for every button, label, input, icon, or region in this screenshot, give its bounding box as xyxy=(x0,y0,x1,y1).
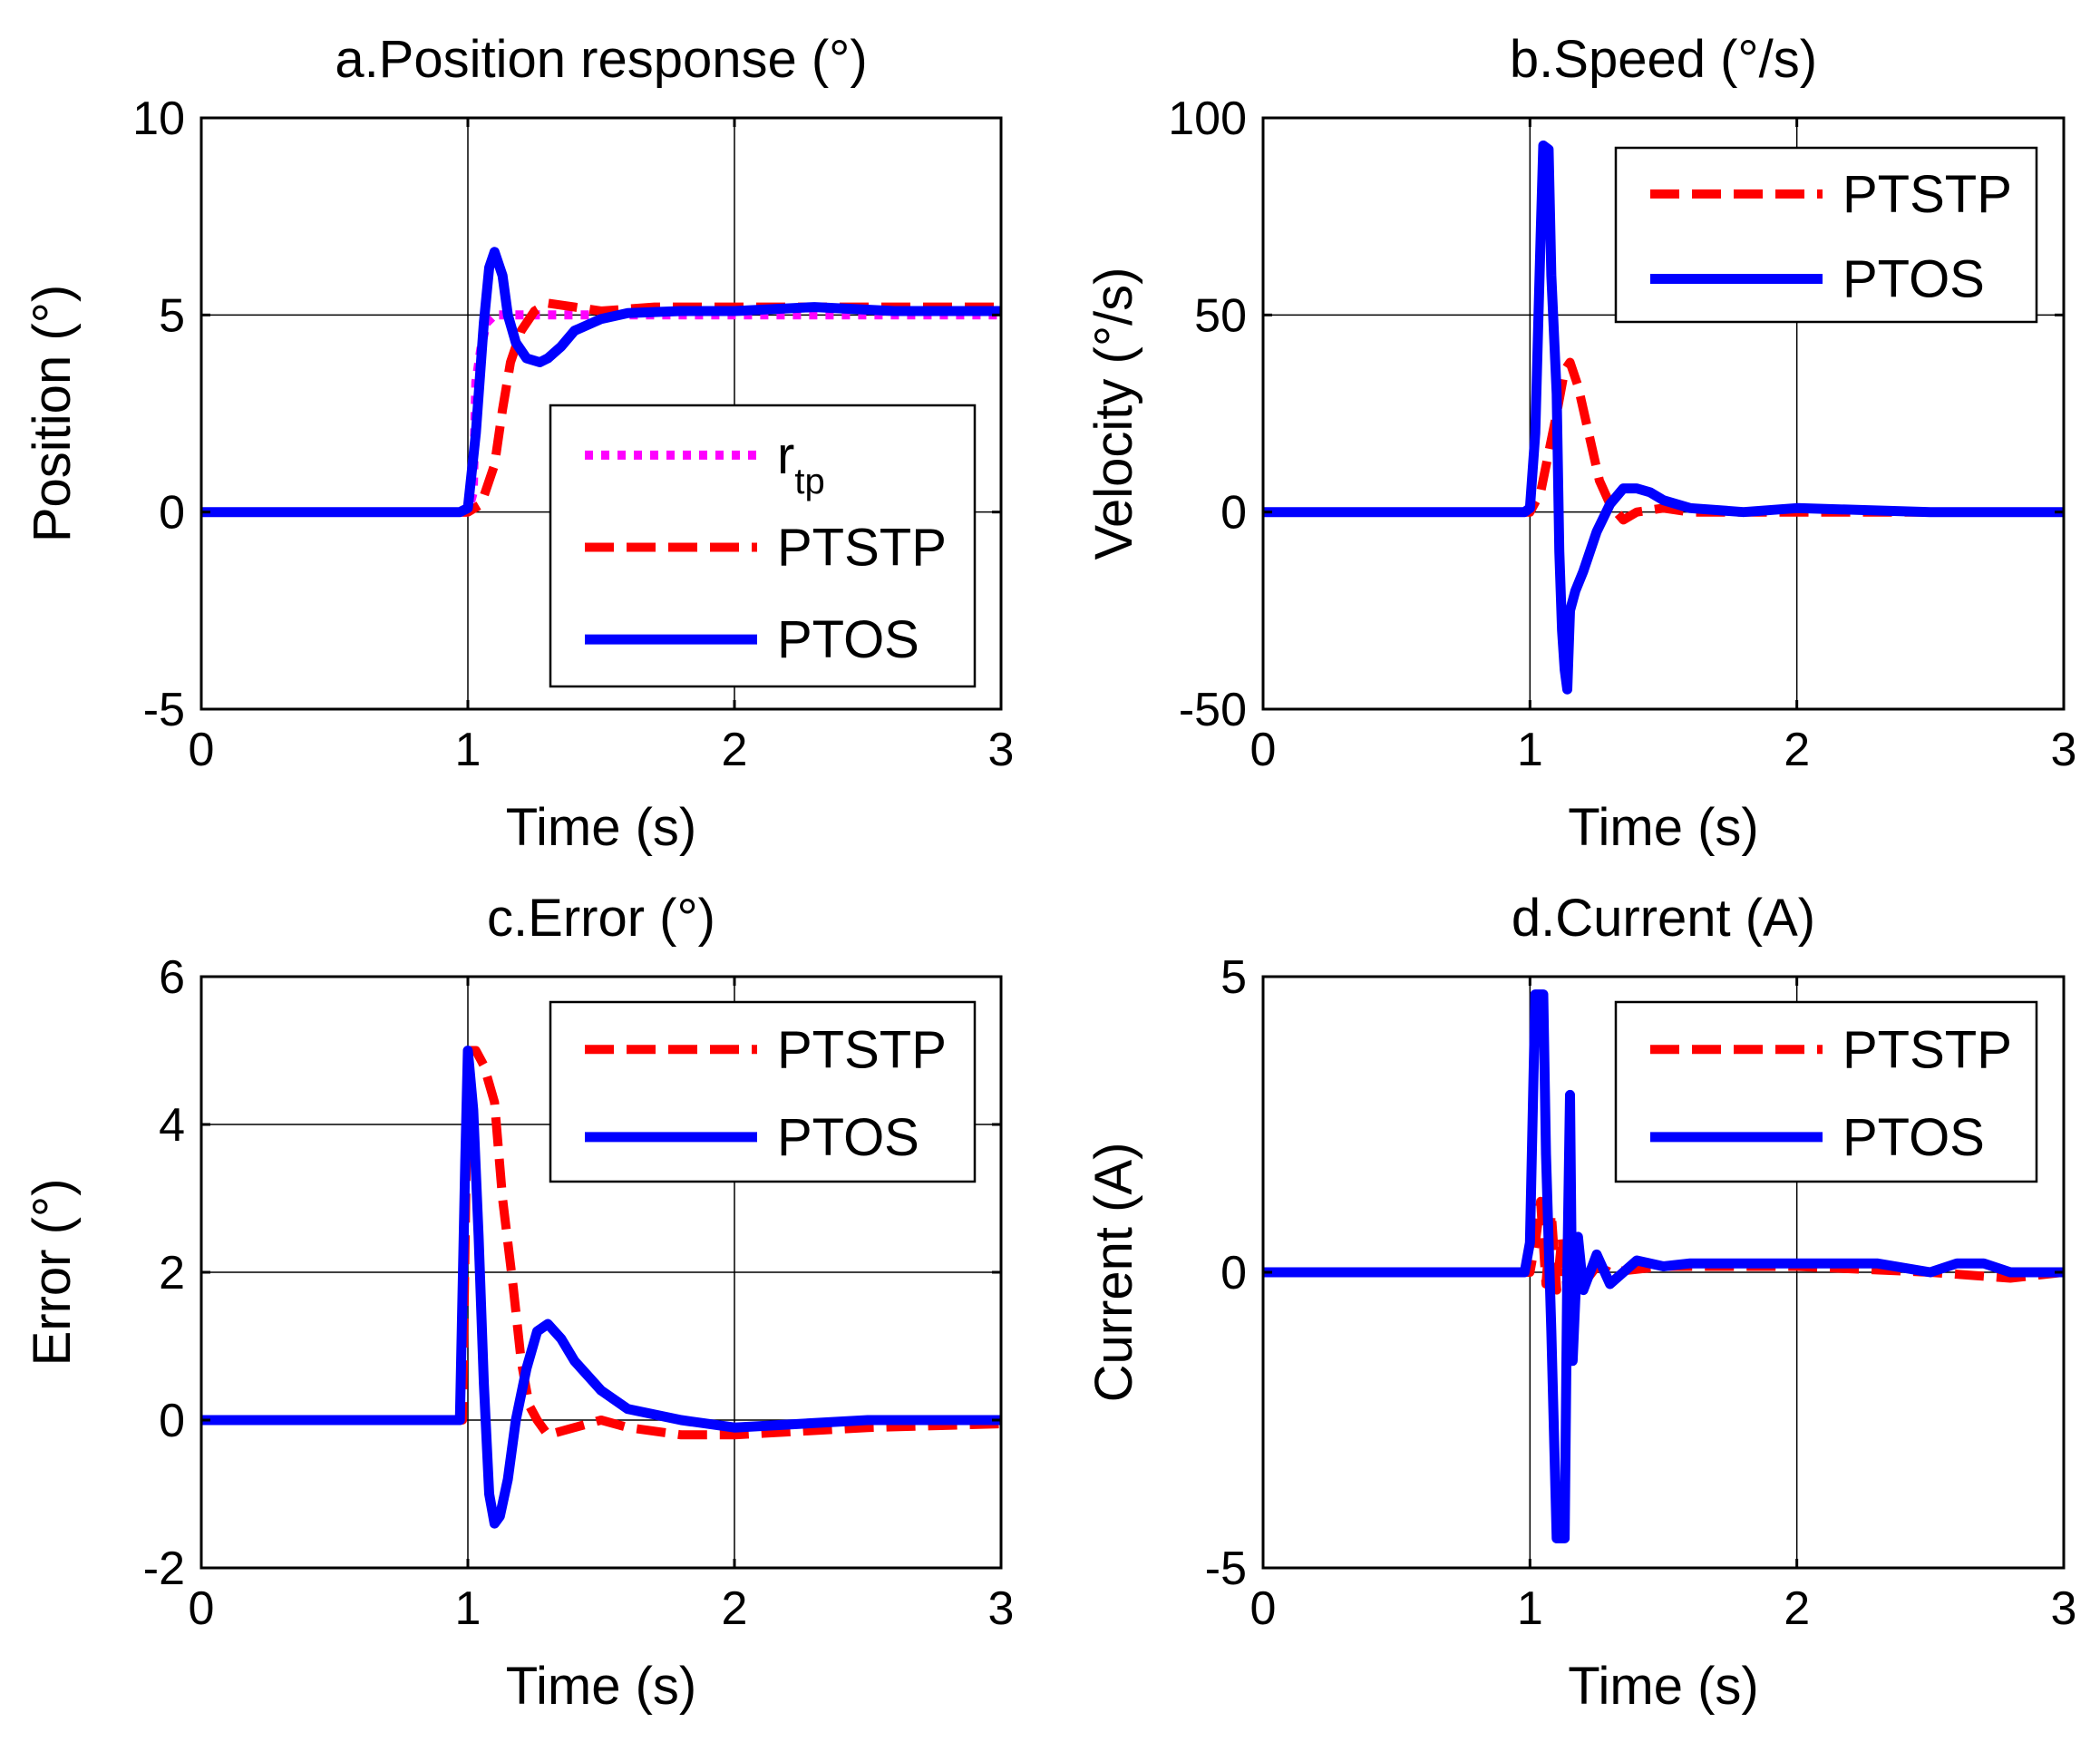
legend-label-text: PTSTP xyxy=(1842,165,2012,224)
x-tick-label: 0 xyxy=(1250,724,1277,776)
y-tick-label: -2 xyxy=(143,1542,185,1595)
series-group xyxy=(1263,140,2064,695)
y-axis-label: Error (°) xyxy=(23,1179,82,1367)
x-tick-label: 1 xyxy=(455,724,481,776)
legend-label-ptos: PTOS xyxy=(777,610,919,669)
y-tick-label: 0 xyxy=(1220,487,1247,540)
legend-label-text: PTOS xyxy=(777,610,919,669)
y-axis-label: Current (A) xyxy=(1084,1143,1143,1403)
x-axis-label: Time (s) xyxy=(506,798,696,857)
legend: PTSTP PTOS xyxy=(549,1000,977,1183)
series-line-ptos xyxy=(1263,989,2064,1543)
y-tick-label: -5 xyxy=(1205,1542,1247,1595)
legend-box xyxy=(1614,146,2038,324)
y-tick-label: 0 xyxy=(159,1395,185,1447)
axes-box xyxy=(1261,116,2066,711)
legend-box xyxy=(1614,1000,2038,1183)
x-tick-label: 3 xyxy=(988,724,1015,776)
chart-title: d.Current (A) xyxy=(1512,889,1815,948)
legend: rtp PTSTP PTOS xyxy=(549,404,977,688)
x-tick-label: 3 xyxy=(2051,724,2077,776)
x-tick-label: 0 xyxy=(189,724,215,776)
x-tick-label: 1 xyxy=(1517,1582,1543,1635)
series-line-ptos xyxy=(1263,140,2064,695)
x-tick-label: 2 xyxy=(1784,1582,1810,1635)
y-tick-label: 0 xyxy=(1220,1247,1247,1299)
y-tick-label: 50 xyxy=(1194,289,1247,342)
legend-label-text: PTOS xyxy=(1842,1108,1985,1167)
x-tick-label: 2 xyxy=(1784,724,1810,776)
legend-box xyxy=(549,1000,977,1183)
legend-label-ptos: PTOS xyxy=(1842,1108,1985,1167)
legend-label-text: PTSTP xyxy=(777,1020,947,1079)
y-tick-label: 4 xyxy=(159,1099,185,1152)
y-tick-label: -5 xyxy=(143,684,185,736)
chart-title: a.Position response (°) xyxy=(335,30,867,89)
legend: PTSTP PTOS xyxy=(1614,1000,2038,1183)
y-tick-label: 6 xyxy=(159,951,185,1004)
legend-label-r: rtp xyxy=(777,426,825,501)
x-tick-label: 2 xyxy=(722,724,748,776)
y-tick-label: 5 xyxy=(159,289,185,342)
chart-title: b.Speed (°/s) xyxy=(1510,30,1817,89)
legend-label-ptstp: PTSTP xyxy=(1842,1020,2012,1079)
series-line-ptstp xyxy=(201,1046,1001,1440)
legend-label-ptstp: PTSTP xyxy=(777,518,947,577)
series-group xyxy=(1263,989,2064,1543)
x-axis-label: Time (s) xyxy=(506,1657,696,1716)
legend-label-text: PTSTP xyxy=(777,518,947,577)
legend-label-text: PTOS xyxy=(777,1108,919,1167)
x-axis-label: Time (s) xyxy=(1568,798,1758,857)
series-line-ptstp xyxy=(201,298,1001,517)
series-group xyxy=(201,247,1001,518)
axes-box xyxy=(199,116,1003,711)
x-tick-label: 2 xyxy=(722,1582,748,1635)
y-tick-label: 5 xyxy=(1220,951,1247,1004)
x-tick-label: 0 xyxy=(189,1582,215,1635)
legend: PTSTP PTOS xyxy=(1614,146,2038,324)
legend-label-subscript: tp xyxy=(794,462,824,501)
y-axis-label: Velocity (°/s) xyxy=(1084,268,1143,560)
y-tick-label: 100 xyxy=(1168,92,1247,145)
legend-label-text: PTOS xyxy=(1842,249,1985,308)
y-tick-label: -50 xyxy=(1179,684,1247,736)
series-group xyxy=(201,1046,1001,1529)
x-tick-label: 0 xyxy=(1250,1582,1277,1635)
legend-label-ptstp: PTSTP xyxy=(777,1020,947,1079)
y-tick-label: 2 xyxy=(159,1247,185,1299)
x-tick-label: 3 xyxy=(988,1582,1015,1635)
x-tick-label: 1 xyxy=(1517,724,1543,776)
y-tick-label: 0 xyxy=(159,487,185,540)
chart-title: c.Error (°) xyxy=(487,889,715,948)
y-tick-label: 10 xyxy=(132,92,185,145)
y-axis-label: Position (°) xyxy=(23,285,82,542)
legend-label-ptos: PTOS xyxy=(1842,249,1985,308)
x-axis-label: Time (s) xyxy=(1568,1657,1758,1716)
legend-label-text: r xyxy=(777,426,794,485)
series-line-ptos xyxy=(201,247,1001,518)
x-tick-label: 3 xyxy=(2051,1582,2077,1635)
legend-label-text: PTSTP xyxy=(1842,1020,2012,1079)
x-tick-label: 1 xyxy=(455,1582,481,1635)
series-line-ptos xyxy=(201,1046,1001,1529)
legend-label-ptstp: PTSTP xyxy=(1842,165,2012,224)
legend-label-ptos: PTOS xyxy=(777,1108,919,1167)
